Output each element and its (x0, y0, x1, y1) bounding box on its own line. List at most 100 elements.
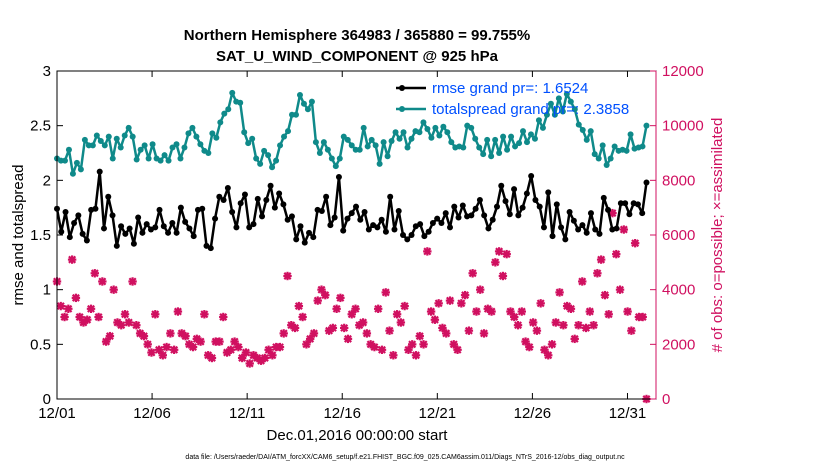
rmse-point (532, 197, 539, 204)
rmse-point (617, 200, 624, 207)
rmse-point (118, 223, 125, 230)
totalspread-point (380, 139, 387, 146)
totalspread-point (193, 133, 200, 140)
obs-count-marker (423, 247, 432, 256)
totalspread-point (559, 108, 566, 115)
totalspread-point (428, 134, 435, 141)
rmse-point (173, 229, 180, 236)
obs-count-marker (479, 329, 489, 338)
totalspread-point (273, 157, 280, 164)
totalspread-point (189, 124, 196, 131)
obs-count-marker (612, 249, 621, 259)
obs-count-marker (468, 269, 477, 278)
totalspread-point (480, 151, 487, 158)
totalspread-point (368, 136, 375, 143)
obs-count-marker (264, 345, 273, 354)
totalspread-point (81, 136, 88, 143)
obs-count-marker (581, 323, 591, 333)
rmse-point (639, 210, 646, 217)
totalspread-point (292, 111, 299, 118)
totalspread-point (639, 143, 646, 150)
rmse-point (250, 221, 257, 228)
obs-count-marker (132, 321, 141, 330)
rmse-point (83, 237, 90, 244)
data-file-footnote: data file: /Users/raeder/DAI/ATM_forcXX/… (185, 454, 625, 461)
obs-count-marker (283, 271, 292, 281)
totalspread-point (444, 129, 451, 136)
totalspread-point (520, 128, 527, 135)
obs-count-marker (585, 307, 595, 316)
totalspread-point (185, 130, 192, 137)
rmse-point (241, 191, 248, 198)
totalspread-point (344, 136, 351, 143)
obs-count-marker (460, 290, 470, 300)
totalspread-point (332, 163, 339, 170)
totalspread-point (424, 125, 431, 132)
totalspread-point (516, 140, 523, 147)
rmse-point (429, 219, 436, 226)
rmse-point (331, 214, 338, 221)
rmse-point (545, 189, 552, 196)
totalspread-point (197, 141, 204, 148)
obs-count-marker (332, 304, 341, 313)
totalspread-point (575, 121, 582, 128)
rmse-point (408, 232, 415, 238)
rmse-point (481, 212, 488, 219)
obs-count-marker (426, 307, 436, 316)
obs-count-marker (381, 288, 390, 297)
totalspread-point (257, 160, 264, 167)
rmse-point (498, 182, 505, 189)
rmse-point (177, 204, 184, 211)
obs-count-marker (491, 258, 500, 267)
obs-count-marker (101, 337, 111, 346)
rmse-point (233, 224, 240, 231)
obs-count-marker (151, 310, 160, 319)
obs-count-marker (415, 331, 424, 341)
obs-count-marker (464, 326, 474, 335)
rmse-point (190, 233, 197, 240)
obs-count-marker (109, 285, 118, 294)
totalspread-point (340, 133, 347, 140)
rmse-point (280, 201, 287, 208)
totalspread-point (241, 129, 248, 136)
rmse-point (515, 212, 522, 219)
obs-count-marker (98, 277, 107, 286)
x-tick-label: 12/06 (133, 405, 171, 422)
totalspread-point (547, 100, 554, 107)
totalspread-point (524, 139, 531, 146)
obs-count-marker (339, 323, 349, 333)
rmse-point (468, 212, 475, 219)
rmse-point (605, 206, 612, 213)
rmse-point (506, 211, 513, 218)
obs-count-marker (105, 331, 115, 341)
totalspread-point (93, 132, 100, 139)
totalspread-point (161, 152, 168, 159)
x-tick-label: 12/26 (514, 405, 552, 422)
rmse-point (562, 236, 569, 243)
totalspread-point (109, 155, 116, 162)
totalspread-point (587, 128, 594, 135)
rmse-point (105, 193, 112, 200)
rmse-point (301, 239, 308, 246)
rmse-point (246, 224, 253, 231)
obs-count-marker (419, 340, 428, 349)
totalspread-point (105, 133, 112, 140)
totalspread-point (488, 153, 495, 160)
legend-rmse-marker (399, 85, 405, 91)
rmse-point (489, 216, 496, 223)
obs-count-marker (60, 312, 69, 322)
rmse-point (549, 233, 556, 240)
totalspread-point (324, 146, 331, 153)
rmse-point (79, 230, 86, 237)
rmse-point (199, 205, 206, 212)
rmse-point (438, 219, 445, 226)
totalspread-point (73, 159, 80, 166)
obs-count-marker (328, 323, 338, 333)
rmse-point (220, 197, 227, 204)
totalspread-point (396, 135, 403, 142)
obs-count-marker (551, 318, 561, 327)
rmse-point (570, 217, 577, 224)
obs-count-marker (396, 318, 406, 327)
totalspread-point (328, 155, 335, 162)
x-tick-label: 12/01 (38, 405, 76, 422)
